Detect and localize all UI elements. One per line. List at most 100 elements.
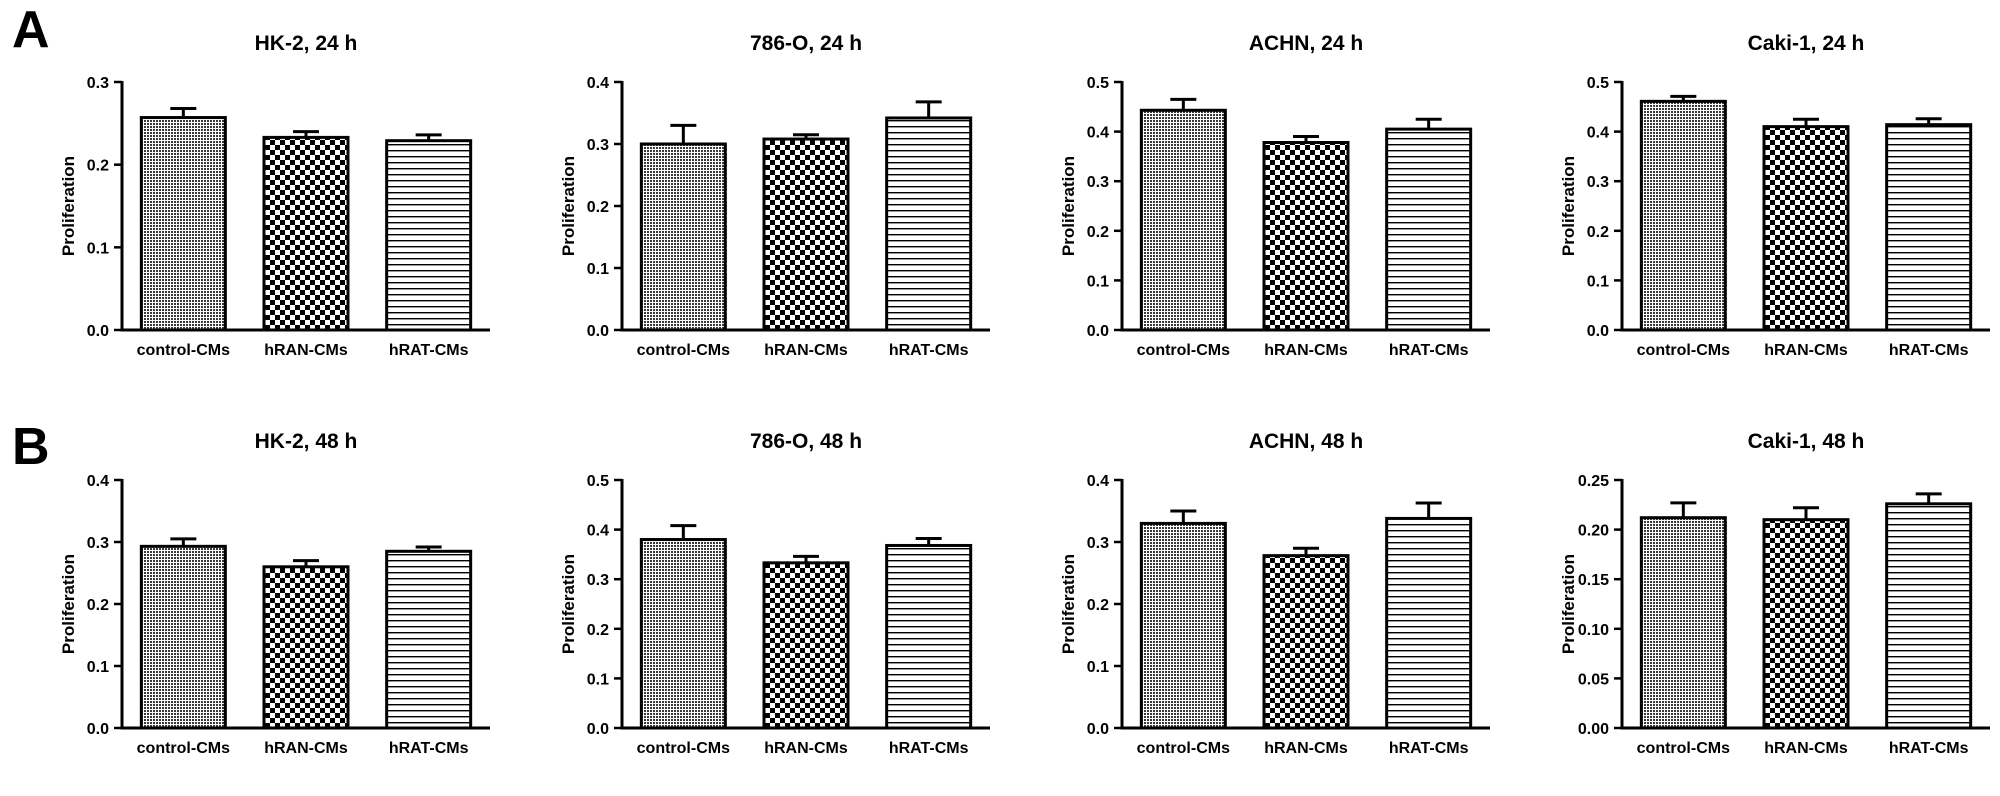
y-tick-label: 0.3 xyxy=(87,75,109,92)
x-tick-label-hrat-cms: hRAT-CMs xyxy=(1889,342,1969,359)
y-tick-label: 0.5 xyxy=(587,473,609,490)
y-tick-label: 0.5 xyxy=(1587,75,1609,92)
bar-control-cms xyxy=(1639,99,1727,332)
x-tick-label-control-cms: control-CMs xyxy=(1137,342,1230,359)
x-tick-label-hran-cms: hRAN-CMs xyxy=(764,740,848,757)
bar-hrat-cms xyxy=(1885,123,1973,332)
bar-hran-cms xyxy=(762,137,850,332)
y-tick-label: 0.3 xyxy=(587,137,609,154)
y-tick-label: 0.0 xyxy=(1087,323,1109,340)
y-tick-label: 0.00 xyxy=(1578,721,1609,738)
bar-hrat-cms xyxy=(1385,127,1473,332)
y-tick-label: 0.3 xyxy=(87,535,109,552)
chart-786o-24h: 786-O, 24 h Proliferation 0.0 0.1 0.2 0.3 0.4 c… xyxy=(559,32,990,359)
y-tick-label: 0.1 xyxy=(1587,273,1609,290)
y-tick-label: 0.1 xyxy=(1087,273,1109,290)
y-tick-label: 0.2 xyxy=(1587,224,1609,241)
bar-hrat-cms xyxy=(1385,516,1473,730)
bar-control-cms xyxy=(639,142,727,332)
x-tick-label-control-cms: control-CMs xyxy=(1637,740,1730,757)
x-tick-label-hran-cms: hRAN-CMs xyxy=(764,342,848,359)
chart-caki1-24h: Caki-1, 24 h Proliferation 0.0 0.1 0.2 0.3 0.4… xyxy=(1559,32,1990,359)
y-tick-label: 0.0 xyxy=(87,721,109,738)
chart-hk2-24h: HK-2, 24 h Proliferation 0.0 0.1 0.2 0.3 contr… xyxy=(59,32,490,359)
bar-hran-cms xyxy=(762,561,850,730)
y-tick-label: 0.3 xyxy=(1587,174,1609,191)
chart-caki1-48h: Caki-1, 48 h Proliferation 0.00 0.05 0.10 0.1… xyxy=(1559,430,1990,757)
bar-hrat-cms xyxy=(885,116,973,332)
y-tick-label: 0.10 xyxy=(1578,622,1609,639)
bar-hran-cms xyxy=(1262,554,1350,730)
y-tick-label: 0.1 xyxy=(1087,659,1109,676)
chart-title: 786-O, 24 h xyxy=(750,32,862,55)
y-tick-label: 0.2 xyxy=(87,597,109,614)
chart-title: 786-O, 48 h xyxy=(750,430,862,453)
y-axis-label: Proliferation xyxy=(1559,554,1578,654)
bar-hran-cms xyxy=(262,135,350,332)
y-tick-label: 0.2 xyxy=(1087,597,1109,614)
x-tick-label-control-cms: control-CMs xyxy=(637,342,730,359)
bar-hran-cms xyxy=(1762,518,1850,730)
y-tick-label: 0.15 xyxy=(1578,572,1609,589)
y-tick-label: 0.05 xyxy=(1578,671,1609,688)
y-tick-label: 0.4 xyxy=(87,473,109,490)
bar-hran-cms xyxy=(262,565,350,730)
chart-title: ACHN, 24 h xyxy=(1249,32,1363,55)
chart-hk2-48h: HK-2, 48 h Proliferation 0.0 0.1 0.2 0.3 0.4 co… xyxy=(59,430,490,757)
chart-achn-24h: ACHN, 24 h Proliferation 0.0 0.1 0.2 0.3 0.4 0.… xyxy=(1059,32,1490,359)
y-tick-label: 0.3 xyxy=(1087,174,1109,191)
x-tick-label-hran-cms: hRAN-CMs xyxy=(1764,342,1848,359)
y-tick-label: 0.3 xyxy=(587,572,609,589)
x-tick-label-control-cms: control-CMs xyxy=(637,740,730,757)
y-tick-label: 0.20 xyxy=(1578,523,1609,540)
x-tick-label-hran-cms: hRAN-CMs xyxy=(1264,342,1348,359)
bar-control-cms xyxy=(1639,516,1727,730)
y-tick-label: 0.1 xyxy=(87,659,109,676)
bar-control-cms xyxy=(139,116,227,332)
x-tick-label-hrat-cms: hRAT-CMs xyxy=(1889,740,1969,757)
bar-control-cms xyxy=(1139,108,1227,332)
x-tick-label-hrat-cms: hRAT-CMs xyxy=(389,740,469,757)
x-tick-label-hrat-cms: hRAT-CMs xyxy=(389,342,469,359)
y-tick-label: 0.0 xyxy=(1087,721,1109,738)
bar-hran-cms xyxy=(1762,125,1850,332)
bar-hrat-cms xyxy=(385,549,473,730)
y-tick-label: 0.4 xyxy=(587,75,609,92)
y-tick-label: 0.2 xyxy=(87,158,109,175)
y-axis-label: Proliferation xyxy=(1059,554,1078,654)
bar-hrat-cms xyxy=(385,139,473,332)
bar-control-cms xyxy=(139,544,227,730)
y-tick-label: 0.0 xyxy=(587,323,609,340)
y-axis-label: Proliferation xyxy=(1559,156,1578,256)
y-tick-label: 0.2 xyxy=(1087,224,1109,241)
chart-title: Caki-1, 24 h xyxy=(1748,32,1865,55)
x-tick-label-hrat-cms: hRAT-CMs xyxy=(889,740,969,757)
x-tick-label-hrat-cms: hRAT-CMs xyxy=(1389,740,1469,757)
x-tick-label-hran-cms: hRAN-CMs xyxy=(264,342,348,359)
y-tick-label: 0.1 xyxy=(587,671,609,688)
y-tick-label: 0.25 xyxy=(1578,473,1609,490)
y-tick-label: 0.2 xyxy=(587,199,609,216)
y-tick-label: 0.0 xyxy=(1587,323,1609,340)
x-tick-label-control-cms: control-CMs xyxy=(1637,342,1730,359)
x-tick-label-hran-cms: hRAN-CMs xyxy=(1764,740,1848,757)
y-tick-label: 0.5 xyxy=(1087,75,1109,92)
bar-control-cms xyxy=(1139,521,1227,730)
x-tick-label-control-cms: control-CMs xyxy=(137,740,230,757)
y-tick-label: 0.4 xyxy=(587,523,609,540)
y-tick-label: 0.2 xyxy=(587,622,609,639)
panel-label-a: A xyxy=(12,1,50,59)
y-tick-label: 0.3 xyxy=(1087,535,1109,552)
y-tick-label: 0.1 xyxy=(87,240,109,257)
bar-hrat-cms xyxy=(885,543,973,730)
chart-title: HK-2, 48 h xyxy=(255,430,358,453)
chart-title: Caki-1, 48 h xyxy=(1748,430,1865,453)
x-tick-label-hran-cms: hRAN-CMs xyxy=(264,740,348,757)
chart-title: HK-2, 24 h xyxy=(255,32,358,55)
x-tick-label-hran-cms: hRAN-CMs xyxy=(1264,740,1348,757)
y-tick-label: 0.0 xyxy=(87,323,109,340)
x-tick-label-control-cms: control-CMs xyxy=(137,342,230,359)
y-axis-label: Proliferation xyxy=(59,156,78,256)
y-axis-label: Proliferation xyxy=(1059,156,1078,256)
chart-786o-48h: 786-O, 48 h Proliferation 0.0 0.1 0.2 0.3 0.4 0… xyxy=(559,430,990,757)
